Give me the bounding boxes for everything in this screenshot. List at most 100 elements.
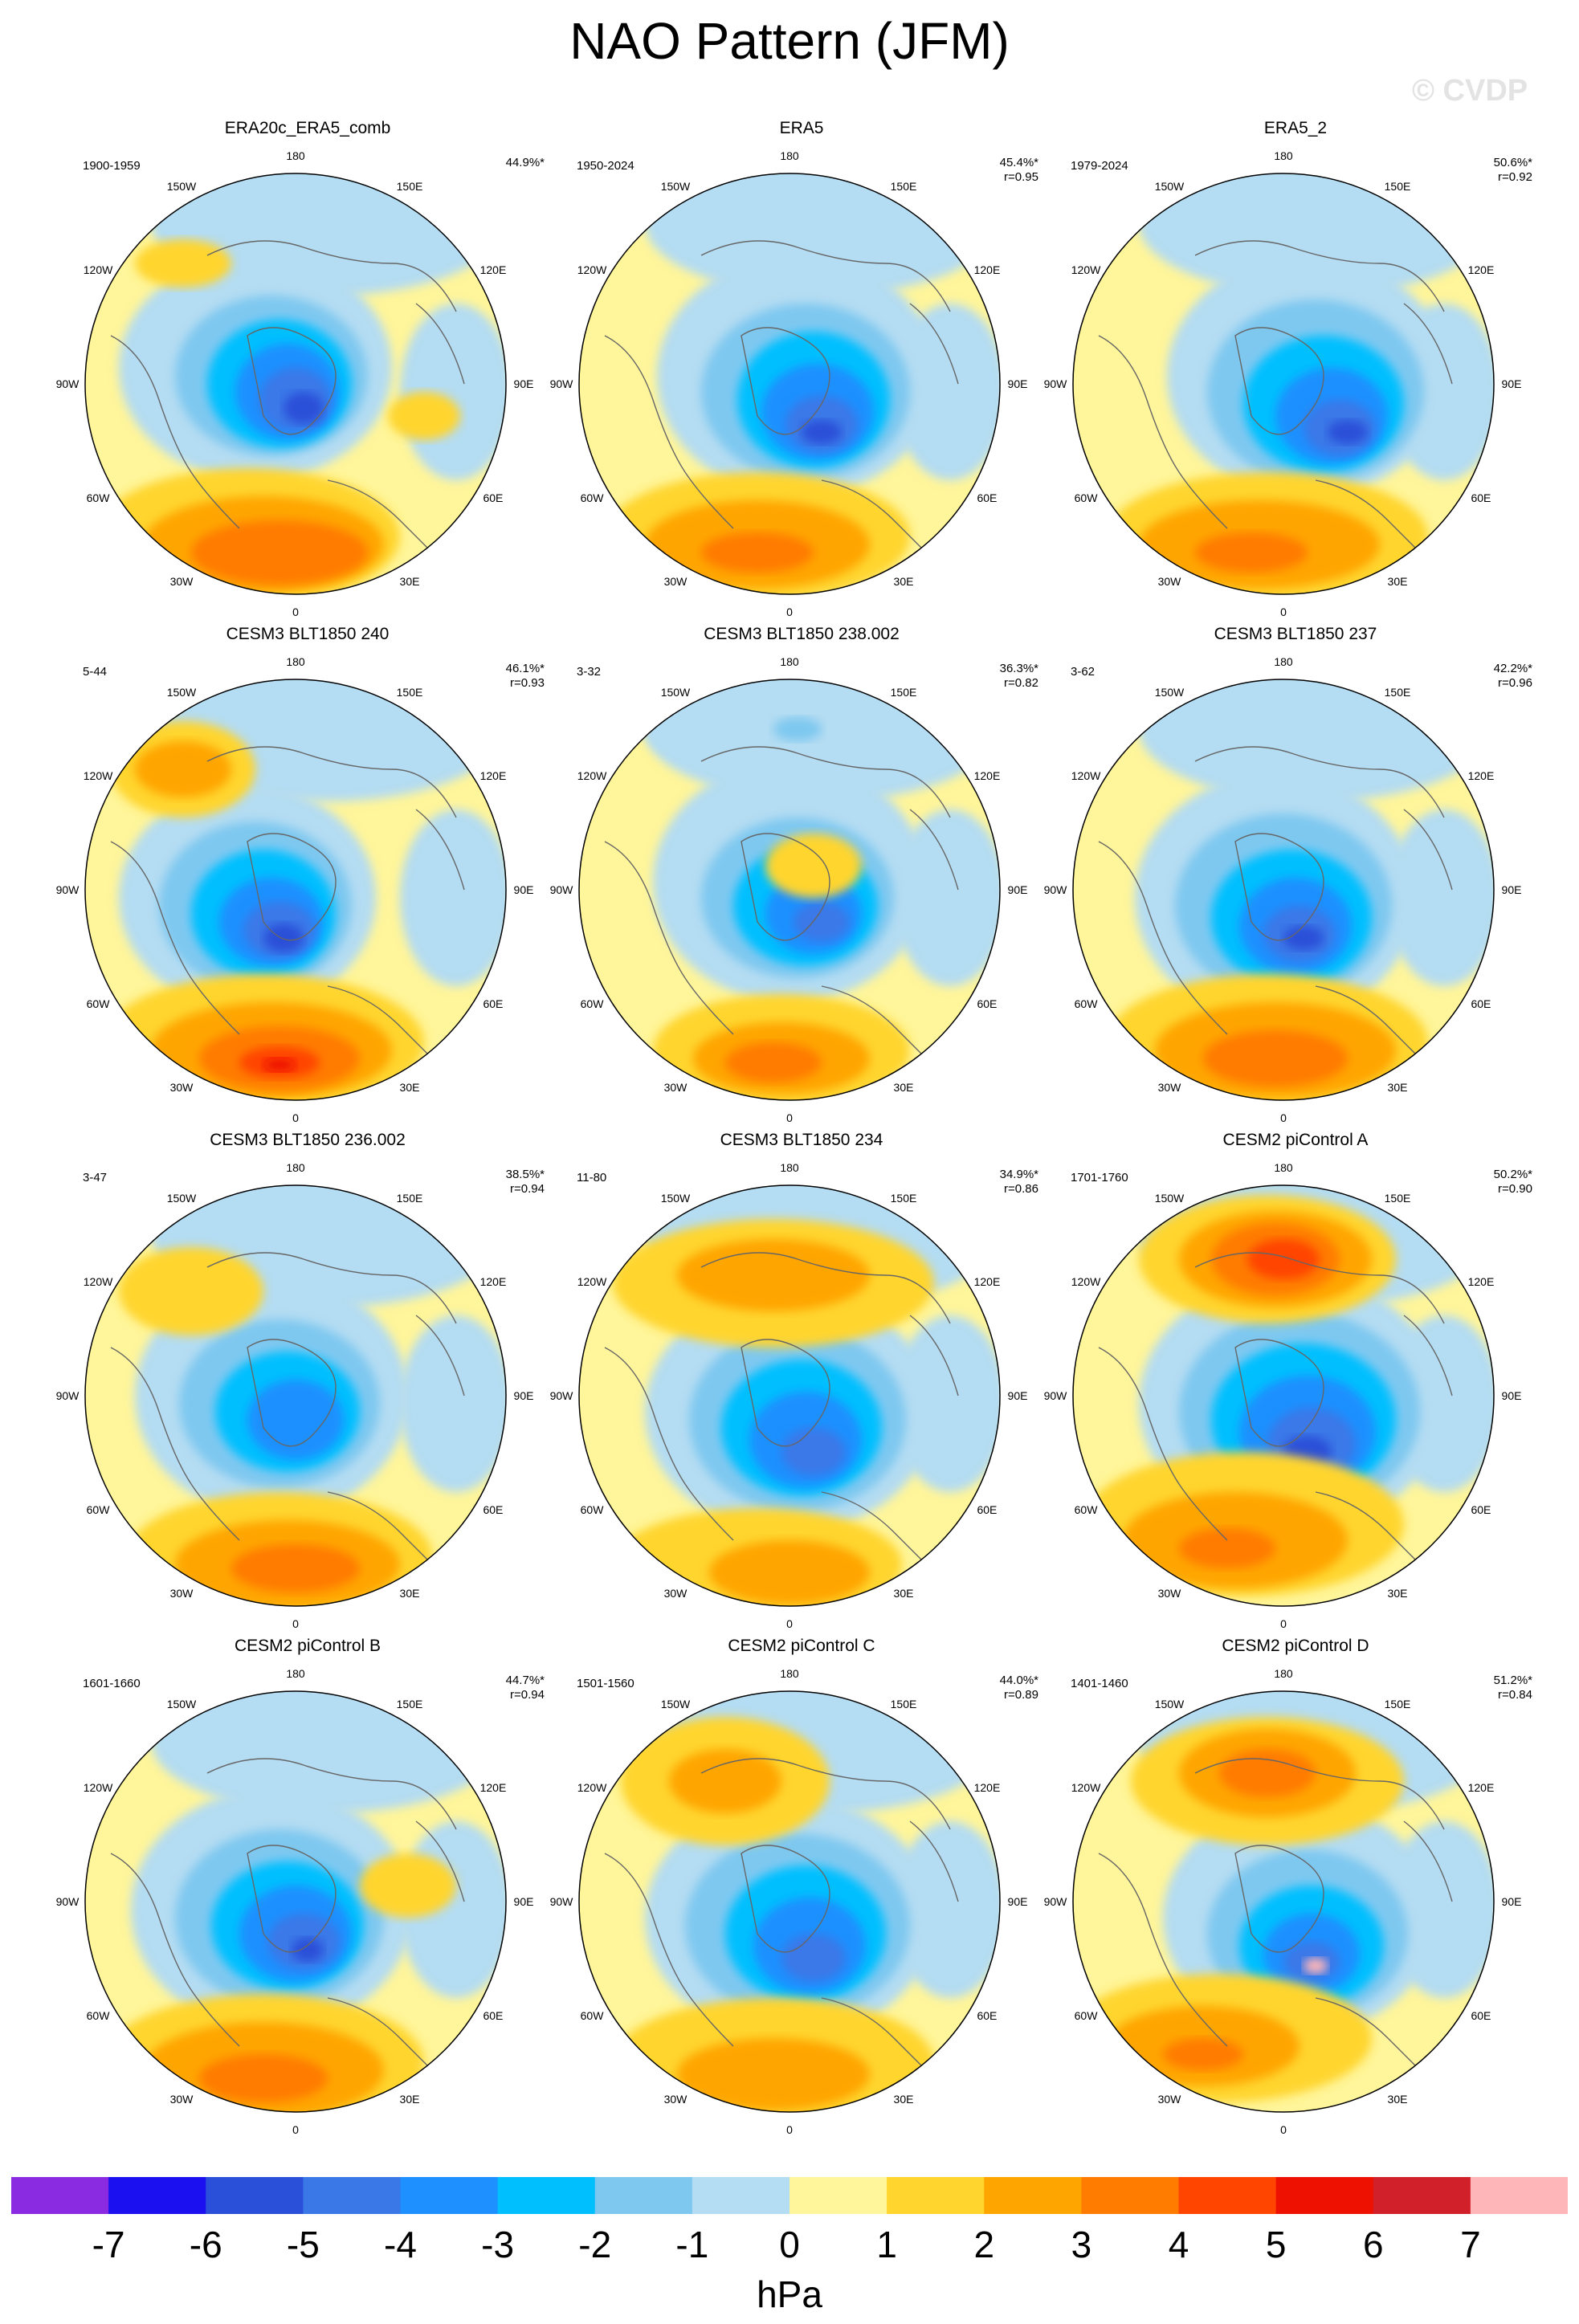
- longitude-label: 60W: [87, 2009, 111, 2022]
- anomaly-contour: [781, 1428, 846, 1476]
- colorbar-tick-label: -2: [578, 2224, 612, 2265]
- anomaly-contour: [1283, 926, 1324, 950]
- longitude-label: 60W: [581, 491, 605, 504]
- longitude-label: 90W: [1044, 1895, 1068, 1908]
- longitude-label: 150W: [167, 686, 197, 699]
- longitude-label: 0: [1280, 2123, 1287, 2136]
- panel-title: CESM2 piControl C: [728, 1637, 875, 1655]
- longitude-label: 120E: [1468, 263, 1495, 276]
- panel-pattern-correlation: r=0.95: [1004, 170, 1038, 184]
- map-boundary: [84, 173, 507, 595]
- longitude-label: 30E: [894, 1081, 914, 1094]
- coastline: [604, 746, 959, 1075]
- longitude-label: 150W: [167, 180, 197, 193]
- panel-title: CESM2 piControl A: [1222, 1131, 1369, 1149]
- panel-percent-variance: 38.5%*: [505, 1168, 545, 1181]
- longitude-label: 0: [786, 605, 793, 618]
- longitude-label: 180: [286, 1667, 305, 1680]
- map-panel: CESM2 piControl A 1701-1760 50.2%* r=0.90 18…: [1038, 1131, 1552, 1630]
- anomaly-contour: [794, 902, 850, 942]
- map-panel: ERA5 1950-2024 45.4%* r=0.95 180 150E 120E 90E 6…: [545, 119, 1059, 618]
- colorbar-swatch: [108, 2177, 206, 2214]
- longitude-label: 120W: [84, 1781, 113, 1794]
- panel-pattern-correlation: r=0.86: [1004, 1182, 1038, 1196]
- anomaly-contour: [765, 834, 862, 898]
- longitude-label: 30W: [1158, 1081, 1182, 1094]
- anomaly-contour: [677, 2038, 870, 2110]
- longitude-label: 30W: [1158, 575, 1182, 588]
- longitude-label: 90W: [56, 377, 80, 390]
- longitude-label: 150W: [1155, 1698, 1185, 1710]
- map-panel: CESM2 piControl D 1401-1460 51.2%* r=0.84 18…: [1038, 1637, 1552, 2136]
- panel-title: CESM2 piControl D: [1222, 1637, 1369, 1655]
- coastline: [1098, 1252, 1453, 1581]
- longitude-label: 120W: [1071, 769, 1101, 782]
- anomaly-contour: [1195, 532, 1308, 573]
- colorbar-swatch: [1275, 2177, 1374, 2214]
- longitude-label: 60W: [581, 1503, 605, 1516]
- panel-percent-variance: 42.2%*: [1493, 662, 1532, 675]
- coastline: [1098, 240, 1453, 569]
- longitude-label: 90W: [1044, 377, 1068, 390]
- longitude-label: 0: [1280, 1111, 1287, 1124]
- colorbar-tick-label: -3: [481, 2224, 515, 2265]
- longitude-label: 30W: [1158, 1587, 1182, 1600]
- longitude-label: 150E: [397, 1192, 423, 1205]
- panel-years: 1900-1959: [83, 159, 141, 173]
- coastline: [604, 1252, 959, 1581]
- polar-map: 180 150E 120E 90E 60E 30E 0 30W 60W 90W 120W 150W: [550, 1667, 1028, 2136]
- panel-title: ERA5_2: [1263, 119, 1328, 137]
- longitude-label: 60W: [1075, 997, 1099, 1010]
- anomaly-contour: [400, 1315, 506, 1492]
- map-panel: CESM2 piControl B 1601-1660 44.7%* r=0.94 18…: [51, 1637, 565, 2136]
- longitude-label: 30E: [400, 2093, 420, 2106]
- anomaly-contour: [677, 1239, 870, 1311]
- colorbar-tick-label: -5: [286, 2224, 320, 2265]
- map-boundary: [84, 679, 507, 1101]
- longitude-label: 90E: [1502, 883, 1522, 896]
- colorbar-tick-label: 2: [973, 2224, 995, 2265]
- longitude-label: 150W: [1155, 1192, 1185, 1205]
- anomaly-contour: [1328, 420, 1368, 444]
- longitude-label: 60E: [1471, 997, 1491, 1010]
- anomaly-contour: [1179, 1528, 1275, 1568]
- coastline: [1098, 1758, 1453, 2087]
- longitude-label: 0: [292, 1617, 299, 1630]
- longitude-label: 120W: [577, 263, 607, 276]
- longitude-label: 180: [1274, 1667, 1293, 1680]
- longitude-label: 90E: [1502, 377, 1522, 390]
- longitude-label: 150E: [397, 1698, 423, 1710]
- longitude-label: 90E: [514, 1389, 534, 1402]
- map-panel: CESM2 piControl C 1501-1560 44.0%* r=0.89 18…: [545, 1637, 1059, 2136]
- longitude-label: 0: [786, 1111, 793, 1124]
- longitude-label: 90E: [1008, 1389, 1028, 1402]
- anomaly-contour: [1163, 2038, 1243, 2070]
- polar-map: 180 150E 120E 90E 60E 30E 0 30W 60W 90W 120W 150W: [56, 1161, 534, 1630]
- longitude-label: 30W: [664, 2093, 688, 2106]
- longitude-label: 90E: [514, 883, 534, 896]
- longitude-label: 0: [292, 1111, 299, 1124]
- longitude-label: 180: [780, 149, 799, 162]
- coastline: [110, 1252, 465, 1581]
- colorbar-tick-label: 4: [1168, 2224, 1189, 2265]
- longitude-label: 30W: [1158, 2093, 1182, 2106]
- longitude-label: 150W: [1155, 180, 1185, 193]
- longitude-label: 60E: [977, 1503, 997, 1516]
- longitude-label: 60W: [87, 1503, 111, 1516]
- map-panel: CESM3 BLT1850 240 5-44 46.1%* r=0.93 180 150E…: [51, 625, 565, 1124]
- longitude-label: 120E: [1468, 769, 1495, 782]
- anomaly-contour: [231, 1544, 360, 1592]
- longitude-label: 60E: [483, 1503, 503, 1516]
- longitude-label: 150W: [167, 1192, 197, 1205]
- longitude-label: 150E: [891, 180, 917, 193]
- colorbar-swatch: [594, 2177, 693, 2214]
- anomaly-contour: [781, 1934, 846, 1982]
- polar-map: 180 150E 120E 90E 60E 30E 0 30W 60W 90W 120W 150W: [550, 655, 1028, 1124]
- colorbar-tick-label: 5: [1265, 2224, 1287, 2265]
- longitude-label: 90E: [1502, 1389, 1522, 1402]
- longitude-label: 30E: [400, 1587, 420, 1600]
- longitude-label: 90W: [56, 883, 80, 896]
- longitude-label: 120W: [577, 1275, 607, 1288]
- colorbar-swatch: [11, 2177, 109, 2214]
- panel-years: 3-62: [1071, 665, 1096, 679]
